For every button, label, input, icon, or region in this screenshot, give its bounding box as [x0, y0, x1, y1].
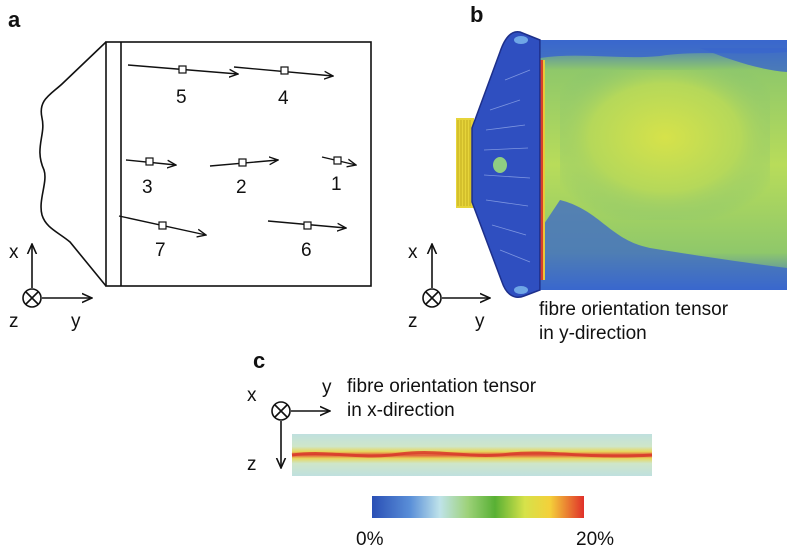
- z-axis-cross-icon: [25, 291, 39, 305]
- measurement-square-5: [178, 65, 187, 74]
- fibre-label-3: 3: [142, 177, 153, 198]
- panel-b-caption-line2: in y-direction: [539, 323, 647, 344]
- measurement-square-1: [333, 156, 342, 165]
- colorbar: 0% 20%: [356, 496, 614, 550]
- panel-c-caption-line1: fibre orientation tensor: [347, 376, 537, 397]
- fibre-label-5: 5: [176, 87, 187, 108]
- colorbar-min-label: 0%: [356, 529, 384, 550]
- fibre-label-4: 4: [278, 88, 289, 109]
- panel-letter-a: a: [8, 7, 21, 32]
- panel-c-caption-line2: in x-direction: [347, 400, 455, 421]
- panel-a-gate-outline: [39, 41, 107, 287]
- panel-b-blue-top-right: [700, 48, 787, 72]
- panel-b: b: [408, 2, 787, 344]
- panel-a: a 5 4 3 2 1 7 6: [8, 7, 372, 332]
- measurement-square-3: [145, 157, 154, 166]
- colorbar-max-label: 20%: [576, 529, 614, 550]
- measurement-square-7: [158, 221, 167, 230]
- axis-label-y-c: y: [322, 377, 332, 398]
- panel-b-blue-top: [540, 40, 787, 58]
- axis-label-z-c: z: [247, 454, 257, 475]
- panel-a-cavity: [105, 41, 372, 287]
- fibre-arrows: [118, 64, 356, 235]
- panel-b-blue-bottom-left: [540, 200, 787, 290]
- x-axis-cross-icon-c: [274, 404, 288, 418]
- axes-panel-c: x y z: [247, 377, 332, 475]
- axes-panel-a: x y z: [9, 242, 92, 332]
- measurement-square-4: [280, 66, 289, 75]
- panel-b-red-streak: [540, 60, 543, 280]
- panel-b-fan-texture: [483, 69, 531, 263]
- axis-label-y-b: y: [475, 311, 485, 332]
- measurement-square-6: [303, 221, 312, 230]
- fibre-label-1: 1: [331, 174, 342, 195]
- axes-panel-b: x y z: [408, 242, 490, 332]
- panel-letter-b: b: [470, 2, 483, 27]
- z-axis-cross-icon-b: [425, 291, 439, 305]
- measurement-points: [145, 65, 342, 230]
- axis-label-y: y: [71, 311, 81, 332]
- panel-b-fan-spot: [493, 157, 507, 173]
- panel-b-plate-center: [560, 70, 770, 220]
- panel-c: c x y z fibre orientation tensor in x-di…: [247, 348, 653, 476]
- axis-label-x: x: [9, 242, 19, 263]
- axis-label-z: z: [9, 311, 19, 332]
- fibre-label-6: 6: [301, 240, 312, 261]
- axis-label-x-b: x: [408, 242, 418, 263]
- fibre-label-7: 7: [155, 240, 166, 261]
- fibre-label-2: 2: [236, 177, 247, 198]
- panel-b-gate: [456, 118, 474, 208]
- panel-letter-c: c: [253, 348, 265, 373]
- panel-c-core-layer: [291, 451, 653, 458]
- panel-b-yellow-streak: [543, 60, 545, 280]
- panel-b-corner-spot-bottom: [514, 286, 528, 294]
- colorbar-gradient: [372, 496, 584, 518]
- panel-b-corner-spot-top: [514, 36, 528, 44]
- panel-b-gate-hatching: [457, 120, 471, 206]
- measurement-square-2: [238, 158, 247, 167]
- axis-label-z-b: z: [408, 311, 418, 332]
- panel-b-caption-line1: fibre orientation tensor: [539, 299, 729, 320]
- axis-label-x-c: x: [247, 385, 257, 406]
